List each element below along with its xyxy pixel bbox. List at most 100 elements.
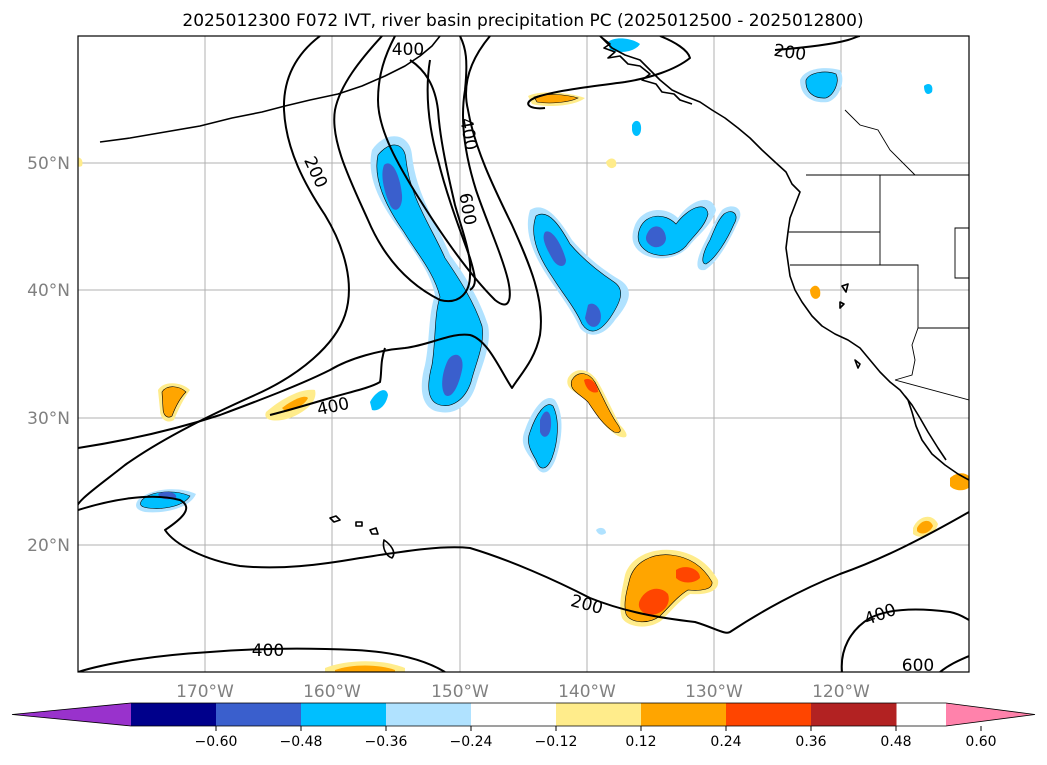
aleutian-islands: [99, 36, 441, 143]
ivt-200-north: [527, 36, 691, 110]
pc-blob-tiny: [596, 527, 606, 535]
pc-blob-rockies: [924, 84, 933, 94]
colorbar-cell: [131, 703, 217, 726]
pc-core-central-south: [442, 354, 463, 396]
coastlines: [99, 36, 969, 559]
map-panel: 400 200 400 200 600 400 200 400 400 600 …: [27, 35, 970, 702]
ivt-contours: [78, 36, 969, 672]
colorbar-extend-max: [946, 703, 1035, 726]
nevada-border: [880, 264, 969, 329]
colorbar-tick-label: 0.12: [625, 734, 656, 750]
contour-label: 400: [252, 641, 284, 661]
pc-blob-coast: [702, 211, 737, 265]
lon-label-120w: 120°W: [812, 682, 870, 702]
ivt-400-bottom: [78, 647, 446, 672]
pc-pos-blob-tiny: [606, 158, 617, 169]
ivt-600-axis: [426, 59, 476, 291]
baja-california-coast: [904, 395, 947, 461]
map-background: [78, 36, 969, 672]
colorbar-tick-labels: −0.60 −0.48 −0.36 −0.24 −0.12 0.12 0.24 0.36 0.4…: [195, 734, 997, 750]
hawaii-islands: [329, 515, 379, 535]
pc-pos-core-streak: [282, 396, 308, 412]
latitude-labels: 50°N 40°N 30°N 20°N: [27, 154, 70, 556]
colorbar-extend-min: [12, 703, 131, 726]
political-borders: [788, 109, 969, 401]
contour-label: 200: [772, 41, 807, 65]
colorbar-cell: [386, 703, 472, 726]
contour-label: 400: [392, 40, 424, 60]
colorbar-cells: [11, 702, 1036, 727]
pc-pos-blob-mid: [570, 373, 621, 433]
pc-blob-canada: [805, 71, 838, 99]
positive-pc-shading: [78, 92, 969, 672]
colorbar-tick-label: 0.24: [710, 734, 741, 750]
lon-label-140w: 140°W: [558, 682, 616, 702]
map-frame: [77, 35, 970, 673]
hawaii-big-island: [382, 539, 395, 559]
pc-core-east-b: [585, 303, 601, 327]
colorbar-cell: [641, 703, 727, 726]
ivt-400-southeast: [840, 608, 969, 672]
negative-pc-shading: [136, 38, 933, 535]
colorbar-cell: [726, 703, 812, 726]
oregon-washington-border: [788, 215, 881, 266]
map-title: 2025012300 F072 IVT, river basin precipi…: [182, 11, 863, 31]
pc-core-central-north: [382, 163, 403, 210]
colorbar-outline: [11, 702, 1036, 727]
pc-blob-alaska: [608, 38, 640, 52]
contour-label: 600: [902, 656, 934, 676]
colorbar-tick-label: 0.36: [795, 734, 826, 750]
pc-pos-blob-west: [161, 386, 187, 418]
colorbar-ticks: [215, 726, 982, 731]
ivt-400-inner: [333, 36, 472, 303]
lat-label-20n: 20°N: [27, 536, 70, 556]
pc-blob-central: [376, 144, 483, 406]
colorbar-cell: [471, 703, 557, 726]
lon-label-150w: 150°W: [431, 682, 489, 702]
lon-label-130w: 130°W: [685, 682, 743, 702]
lon-label-170w: 170°W: [176, 682, 234, 702]
california-nevada-border: [894, 327, 919, 381]
ivt-600-contour: [377, 36, 511, 306]
ivt-200-south: [78, 495, 969, 634]
colorbar-tick-label: −0.60: [195, 734, 238, 750]
ivt-600-southeast: [939, 655, 969, 672]
colorbar-tick-label: 0.60: [965, 734, 996, 750]
pc-core-south: [540, 411, 552, 437]
pc-pos-core-south-a: [638, 588, 669, 616]
pc-blob-gulf: [632, 120, 642, 136]
pc-blob-small-west: [370, 390, 388, 411]
colorbar-tick-label: −0.12: [535, 734, 578, 750]
pc-pos-core-south-b: [676, 567, 700, 583]
canada-province-border: [844, 109, 916, 176]
colorbar: −0.60 −0.48 −0.36 −0.24 −0.12 0.12 0.24 0.36 0.4…: [11, 702, 1036, 750]
lat-label-30n: 30°N: [27, 409, 70, 429]
alaska-panhandle: [599, 36, 693, 105]
colorbar-tick-label: −0.24: [450, 734, 493, 750]
channel-islands: [839, 283, 861, 369]
pc-core-pair: [645, 226, 666, 248]
pc-pos-blob-edge: [78, 157, 83, 167]
colorbar-tick-label: −0.48: [280, 734, 323, 750]
pc-core-east-a: [543, 231, 566, 266]
pc-pos-core-mid: [584, 378, 598, 393]
pc-pos-blob-california: [810, 285, 821, 299]
ivt-400-inset: [269, 347, 386, 416]
us-mexico-border: [894, 379, 969, 401]
colorbar-cell: [216, 703, 302, 726]
lon-label-160w: 160°W: [303, 682, 361, 702]
idaho-border: [879, 175, 969, 279]
colorbar-tick-label: 0.48: [880, 734, 911, 750]
lat-label-50n: 50°N: [27, 154, 70, 174]
colorbar-tick-label: −0.36: [365, 734, 408, 750]
pc-pos-blob-bottom-core: [335, 665, 395, 672]
colorbar-cell: [811, 703, 897, 726]
ivt-400-main: [78, 36, 542, 449]
colorbar-cell: [301, 703, 387, 726]
ivt-200-west: [78, 36, 350, 510]
lat-label-40n: 40°N: [27, 281, 70, 301]
colorbar-cell: [556, 703, 642, 726]
longitude-labels: 170°W 160°W 150°W 140°W 130°W 120°W: [176, 682, 870, 702]
pc-pos-blob-mexico-core: [917, 520, 933, 534]
